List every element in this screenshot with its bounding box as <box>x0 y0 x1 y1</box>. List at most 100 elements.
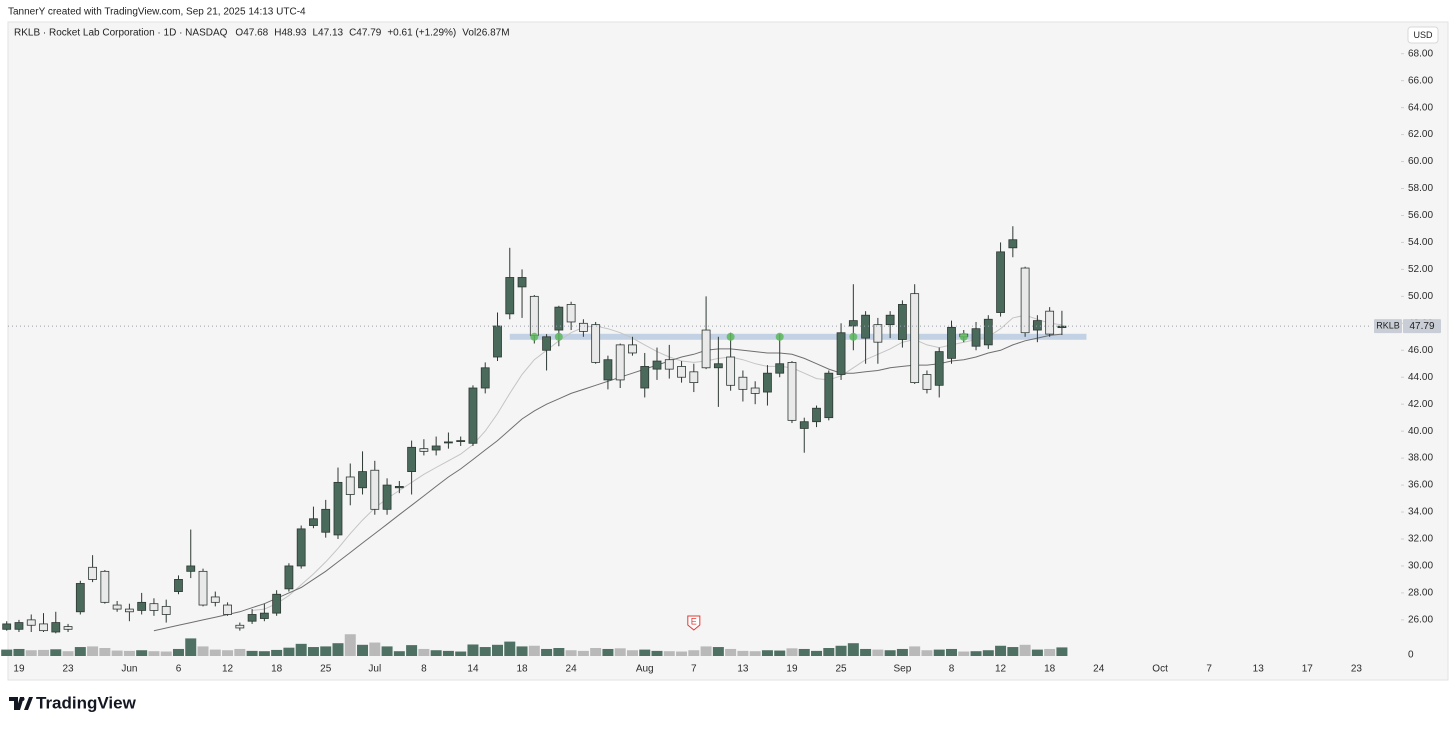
volume-bar <box>982 650 994 656</box>
y-tick-label: 40.00 <box>1408 426 1433 437</box>
candle-body <box>787 361 797 421</box>
volume-bar <box>1007 647 1019 656</box>
candle-body <box>934 351 944 386</box>
volume-bar <box>1 649 13 656</box>
volume-bar <box>344 634 356 656</box>
candle-body <box>309 518 318 526</box>
candle-body <box>382 484 392 510</box>
legend: RKLB · Rocket Lab Corporation · 1D · NAS… <box>14 28 510 39</box>
y-tick-label: 52.00 <box>1408 264 1433 275</box>
y-tick-label: 66.00 <box>1408 75 1433 86</box>
symbol-line: RKLB · Rocket Lab Corporation · 1D · NAS… <box>14 28 228 39</box>
candle-body <box>554 306 564 331</box>
volume-bar <box>13 648 25 656</box>
candle-body <box>149 603 159 611</box>
volume-bar <box>1044 648 1056 656</box>
y-tick-label: 32.00 <box>1408 534 1433 545</box>
volume-bar <box>565 650 577 656</box>
volume-bar <box>749 651 761 656</box>
y-tick-label: 68.00 <box>1408 48 1433 59</box>
x-tick-label: 7 <box>1206 664 1212 675</box>
volume-bar <box>590 648 602 656</box>
volume-bar <box>62 651 74 656</box>
volume-bar <box>307 647 319 656</box>
candle-body <box>493 325 502 358</box>
logo: TradingView <box>9 693 137 712</box>
candle-body <box>1020 267 1030 334</box>
volume-bar <box>381 646 393 656</box>
candle-body <box>333 481 343 536</box>
candle-body <box>51 622 61 633</box>
volume-bar <box>209 649 221 656</box>
candle-body <box>726 356 736 386</box>
x-tick-label: 18 <box>1044 664 1056 675</box>
volume-bar <box>492 644 503 656</box>
volume-bar <box>74 647 86 656</box>
y-tick-label: 46.00 <box>1408 345 1433 356</box>
x-tick-label: 24 <box>1093 664 1105 675</box>
volume-bar <box>958 651 970 656</box>
candle-body <box>1057 325 1067 329</box>
volume-bar <box>639 649 651 656</box>
y-tick-label: 30.00 <box>1408 561 1433 572</box>
y-tick-label: 26.00 <box>1408 615 1433 626</box>
x-tick-label: Oct <box>1152 664 1168 675</box>
volume-bar <box>479 647 491 656</box>
candle-body <box>910 293 920 384</box>
candle-body <box>652 360 662 370</box>
price-tag <box>1403 319 1441 334</box>
x-tick-label: 14 <box>467 664 479 675</box>
candle-body <box>542 336 551 351</box>
volume-bar <box>1031 649 1043 656</box>
y-tick-label: 42.00 <box>1408 399 1433 410</box>
candle-body <box>763 372 772 393</box>
candle-body <box>125 608 134 613</box>
candle-body <box>284 565 294 590</box>
volume-bar <box>676 651 688 656</box>
volume-bar <box>406 645 418 656</box>
volume-bar <box>50 649 62 656</box>
volume-bar <box>835 645 847 656</box>
volume-bar <box>111 650 123 656</box>
candle-body <box>775 363 785 374</box>
candle-body <box>824 372 834 419</box>
candle-body <box>640 366 650 389</box>
volume-bar <box>320 646 332 656</box>
candle-body <box>186 565 196 572</box>
candle-body <box>603 359 613 381</box>
volume-bar <box>283 647 295 656</box>
y-tick-label: 44.00 <box>1408 372 1433 383</box>
y-tick-label: 28.00 <box>1408 588 1433 599</box>
candle-body <box>39 623 48 632</box>
x-tick-label: 19 <box>786 664 798 675</box>
logo-mark <box>24 697 33 710</box>
candle-body <box>370 469 380 510</box>
candle-body <box>272 593 282 614</box>
support-level <box>509 333 1087 340</box>
credit: TannerY created with TradingView.com, Se… <box>8 7 306 18</box>
earnings-label: E <box>691 616 697 626</box>
x-tick-label: Jul <box>368 664 381 675</box>
y-tick-label: 50.00 <box>1408 291 1433 302</box>
candle-body <box>419 448 429 452</box>
candle-body <box>873 324 883 343</box>
volume-bar <box>541 648 553 656</box>
earnings-marker <box>687 615 701 631</box>
volume-bar <box>945 648 957 656</box>
volume-bar <box>553 648 565 656</box>
candle-body <box>738 376 748 390</box>
x-tick-label: 23 <box>62 664 74 675</box>
legend-value: +0.61 (+1.29%) <box>387 28 456 39</box>
symbol-tag <box>1374 319 1402 334</box>
x-tick-label: 17 <box>1302 664 1314 675</box>
candle-body <box>468 387 478 444</box>
candle-body <box>983 318 993 346</box>
candle-body <box>971 328 981 347</box>
level-touch <box>554 332 563 341</box>
candle-body <box>112 604 122 610</box>
volume-bar <box>626 650 638 656</box>
y-tick-label: 60.00 <box>1408 156 1433 167</box>
volume-bar <box>87 646 99 656</box>
legend-value: L47.13 <box>312 28 343 39</box>
